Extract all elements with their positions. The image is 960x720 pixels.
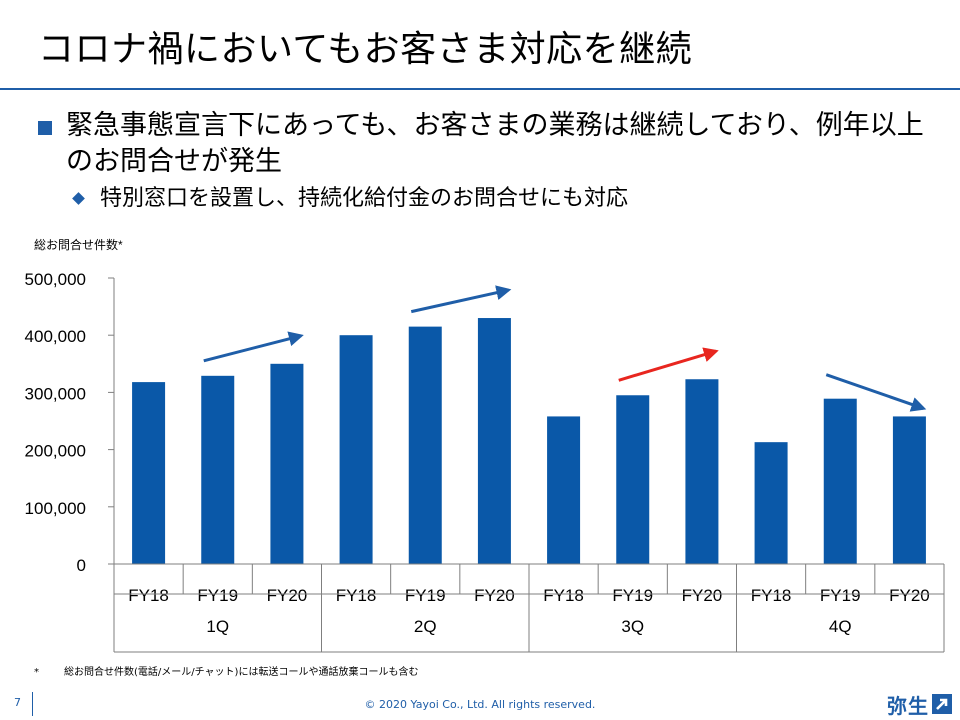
x-tick-label: FY20: [889, 586, 930, 605]
logo-arrow-icon: [932, 694, 952, 714]
bar: [201, 375, 235, 564]
x-group-label: 3Q: [621, 617, 644, 636]
bar: [339, 335, 373, 564]
bar: [754, 442, 788, 564]
x-tick-label: FY18: [751, 586, 792, 605]
x-tick-label: FY19: [820, 586, 861, 605]
slide-title: コロナ禍においてもお客さま対応を継続: [38, 29, 693, 70]
footer-divider: [32, 692, 33, 716]
footnote-mark: *: [34, 667, 39, 678]
inquiry-bar-chart: 総お問合せ件数* 0 100,000 200,000 300,000 400,000 50…: [25, 237, 945, 653]
chart-footnote: * 総お問合せ件数(電話/メール/チャット)には転送コールや通話放棄コールも含む: [34, 663, 418, 678]
bar: [685, 379, 719, 564]
bar: [477, 318, 511, 564]
bar: [823, 398, 857, 564]
bar: [892, 416, 926, 564]
trend-arrow: [825, 373, 927, 412]
x-tick-label: FY20: [267, 586, 308, 605]
x-tick-label: FY19: [405, 586, 446, 605]
y-tick-label: 300,000: [25, 384, 86, 403]
x-tick-label: FY20: [682, 586, 723, 605]
x-tick-label: FY19: [197, 586, 238, 605]
x-tick-label: FY18: [128, 586, 169, 605]
x-tick-label: FY19: [612, 586, 653, 605]
y-axis: 0 100,000 200,000 300,000 400,000 500,000: [25, 270, 115, 575]
x-tick-label: FY18: [336, 586, 377, 605]
square-bullet-icon: [38, 121, 52, 135]
trend-arrows: [203, 285, 927, 412]
bullet-main: 緊急事態宣言下にあっても、お客さまの業務は継続しており、例年以上のお問合せが発生: [38, 108, 928, 180]
chart-title: 総お問合せ件数*: [34, 237, 123, 252]
bar: [132, 382, 166, 564]
y-tick-label: 500,000: [25, 270, 86, 289]
bar: [270, 363, 304, 564]
y-tick-label: 0: [77, 556, 86, 575]
copyright-text: © 2020 Yayoi Co., Ltd. All rights reserv…: [364, 698, 596, 711]
page-number: 7: [14, 696, 21, 709]
bars: [132, 318, 926, 564]
bullet-sub-text: 特別窓口を設置し、持続化給付金のお問合せにも対応: [100, 186, 629, 211]
x-group-label: 1Q: [206, 617, 229, 636]
x-tick-label: FY18: [543, 586, 584, 605]
bullet-main-text: 緊急事態宣言下にあっても、お客さまの業務は継続しており、例年以上のお問合せが発生: [66, 110, 924, 177]
bar: [547, 416, 581, 564]
y-tick-label: 200,000: [25, 442, 86, 461]
x-axis: FY18 FY19 FY20 1Q FY18 FY19 FY20 2Q FY18 FY19 FY20…: [113, 563, 945, 653]
x-group-label: 2Q: [414, 617, 437, 636]
trend-arrow: [410, 285, 512, 314]
bullet-sub: 特別窓口を設置し、持続化給付金のお問合せにも対応: [72, 184, 628, 214]
y-tick-label: 400,000: [25, 327, 86, 346]
diamond-bullet-icon: [72, 192, 85, 205]
trend-arrow: [618, 347, 719, 382]
trend-arrow: [203, 331, 304, 363]
company-logo: 弥生: [887, 689, 952, 719]
x-tick-label: FY20: [474, 586, 515, 605]
bar: [408, 326, 442, 564]
logo-text: 弥生: [887, 693, 929, 718]
y-tick-label: 100,000: [25, 499, 86, 518]
footnote-text: 総お問合せ件数(電話/メール/チャット)には転送コールや通話放棄コールも含む: [64, 667, 419, 678]
title-divider: [0, 88, 960, 90]
x-group-label: 4Q: [829, 617, 852, 636]
bar: [616, 395, 650, 564]
